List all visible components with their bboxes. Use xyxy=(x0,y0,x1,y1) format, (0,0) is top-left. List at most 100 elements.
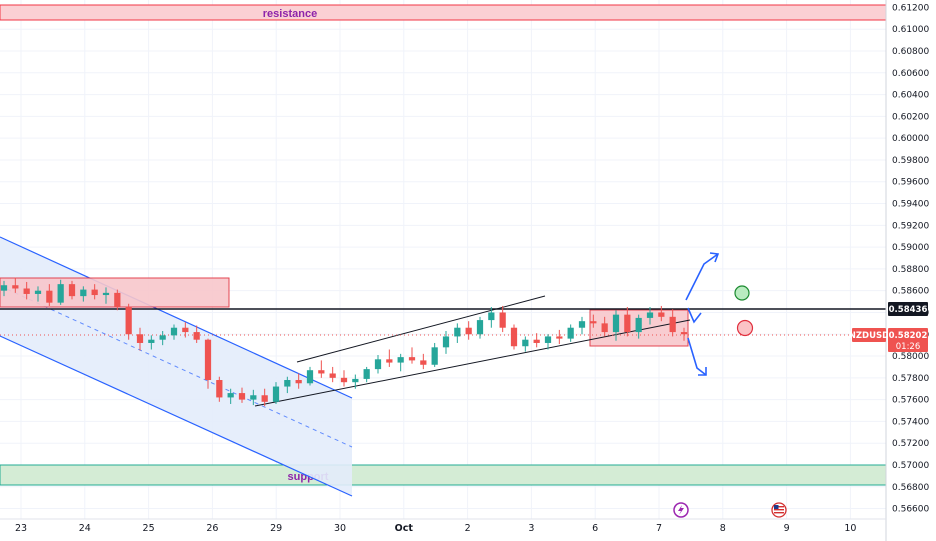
candle-body xyxy=(91,289,98,296)
candle xyxy=(624,307,631,337)
candle-body xyxy=(182,327,189,333)
time-tick-label: 8 xyxy=(720,523,726,534)
channel-upper-line xyxy=(0,236,353,399)
price-tick-label: 0.57600 xyxy=(892,396,929,406)
channel-lower-line xyxy=(0,335,353,497)
lightning-event-icon[interactable] xyxy=(673,502,689,518)
time-tick-label: 10 xyxy=(844,523,856,534)
candle-body xyxy=(306,370,314,384)
candle xyxy=(23,281,30,300)
price-tick-label: 0.56600 xyxy=(892,505,929,515)
candle-body xyxy=(12,285,19,289)
candle-body xyxy=(658,312,665,317)
candle xyxy=(680,327,688,341)
candle-body xyxy=(646,312,654,318)
candle xyxy=(476,316,484,339)
candle-body xyxy=(136,334,144,343)
candle-body xyxy=(216,380,223,398)
time-tick-label: 9 xyxy=(784,523,790,534)
candle-body xyxy=(57,284,64,303)
candle-body xyxy=(442,336,450,348)
rising-channel-upper-line xyxy=(296,295,546,363)
time-tick-label: 24 xyxy=(79,523,91,534)
candle xyxy=(136,327,144,351)
candle xyxy=(601,316,608,337)
price-tick-label: 0.56800 xyxy=(892,483,929,493)
candle xyxy=(646,307,654,325)
candle-body xyxy=(295,380,302,384)
price-tick-label: 0.60600 xyxy=(892,69,929,79)
time-tick-label: 23 xyxy=(15,523,27,534)
price-tick-label: 0.57400 xyxy=(892,417,929,427)
candle-body xyxy=(397,357,404,363)
candle xyxy=(238,387,246,403)
candle xyxy=(578,316,586,335)
time-tick-label: 6 xyxy=(592,523,598,534)
candle xyxy=(170,324,178,340)
candle-body xyxy=(420,360,427,365)
resistance-label: resistance xyxy=(263,8,317,20)
candle xyxy=(159,330,166,346)
candle-body xyxy=(612,314,620,333)
candle xyxy=(102,287,110,304)
channel-mid-line xyxy=(0,285,353,448)
candle-body xyxy=(318,370,325,374)
candle-body xyxy=(669,316,676,333)
candle xyxy=(284,376,291,394)
candle xyxy=(510,324,518,350)
candle-body xyxy=(499,312,506,328)
candle-body xyxy=(352,378,359,383)
candle-body xyxy=(624,314,631,333)
support-zone xyxy=(0,464,887,486)
candle-body xyxy=(46,290,53,303)
candle xyxy=(204,338,212,389)
candle xyxy=(91,284,98,300)
candle xyxy=(306,366,314,386)
price-tick-label: 0.59600 xyxy=(892,178,929,188)
candle xyxy=(567,324,574,342)
candle xyxy=(125,303,132,340)
candle-body xyxy=(680,332,688,335)
candle-body xyxy=(148,339,155,343)
candle xyxy=(12,277,19,293)
candle-body xyxy=(23,288,30,294)
resistance-zone xyxy=(0,4,887,21)
key-level-tag: 0.58436 xyxy=(888,302,928,316)
candle xyxy=(363,366,370,383)
price-tick-label: 0.61000 xyxy=(892,25,929,35)
candle xyxy=(499,305,506,333)
bearish-scenario-arrow xyxy=(687,337,707,376)
candle-body xyxy=(102,292,110,296)
time-axis[interactable]: 23 24 25 26 29 30 Oct 2 3 6 7 8 9 10 xyxy=(15,523,856,534)
candle xyxy=(295,373,302,389)
candle xyxy=(612,310,620,341)
time-tick-label: 3 xyxy=(528,523,534,534)
candle xyxy=(80,286,87,302)
candle-body xyxy=(510,327,518,347)
candle xyxy=(669,309,676,337)
candle xyxy=(556,329,563,345)
price-tick-label: 0.60200 xyxy=(892,112,929,122)
candle-body xyxy=(68,284,76,297)
candle xyxy=(488,307,495,328)
current-price-text: 0.58202 xyxy=(889,331,928,341)
current-price-tag: 0.58202 01:26 xyxy=(888,328,928,352)
candle xyxy=(193,325,200,343)
candle-body xyxy=(250,395,257,400)
price-tick-label: 0.60400 xyxy=(892,91,929,101)
candle-body xyxy=(329,373,336,378)
candle xyxy=(34,286,42,302)
price-axis[interactable]: 0.61200 0.61000 0.60800 0.60600 0.60400 0.602… xyxy=(892,3,929,514)
candle-body xyxy=(454,327,461,337)
candle-body xyxy=(567,327,574,339)
us-flag-event-icon[interactable] xyxy=(771,502,787,518)
candle xyxy=(465,321,472,340)
candle-body xyxy=(204,339,212,381)
candle-body xyxy=(114,292,121,308)
candle-body xyxy=(476,320,484,335)
candle xyxy=(250,389,257,406)
time-tick-label: 25 xyxy=(143,523,155,534)
candle xyxy=(431,342,438,367)
candle xyxy=(454,323,461,343)
